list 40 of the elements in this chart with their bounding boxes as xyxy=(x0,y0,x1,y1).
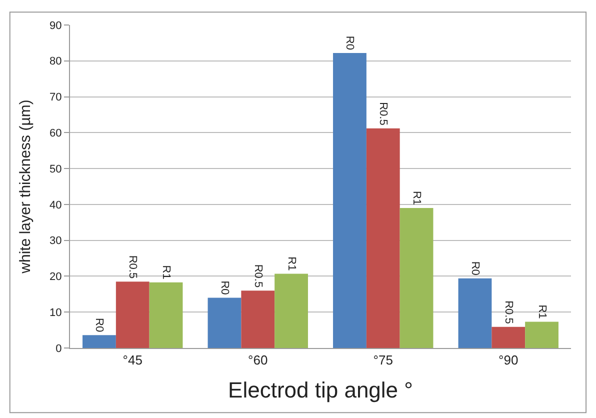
x-tick-label: °75 xyxy=(373,352,393,368)
bar xyxy=(333,52,366,348)
x-tick-label: °90 xyxy=(498,352,518,368)
x-axis-title: Electrod tip angle ° xyxy=(228,378,413,402)
bar xyxy=(458,278,492,348)
y-tick-label: 10 xyxy=(50,306,62,319)
y-tick-label: 60 xyxy=(50,128,62,140)
text: R0 xyxy=(218,280,230,295)
x-tick-label: °45 xyxy=(122,352,142,368)
text: R1 xyxy=(160,265,172,280)
y-tick-label: 30 xyxy=(50,235,62,248)
text: R0.5 xyxy=(252,264,264,288)
bar xyxy=(241,290,275,348)
text: R0.5 xyxy=(126,255,139,279)
y-tick-label: 70 xyxy=(50,92,62,104)
bar xyxy=(208,298,242,348)
bar xyxy=(492,326,526,348)
text: R1 xyxy=(285,256,298,271)
bar xyxy=(116,282,150,348)
text: R0 xyxy=(344,36,356,50)
text: R1 xyxy=(536,304,548,319)
y-tick-label: 20 xyxy=(50,271,62,284)
bar xyxy=(400,208,434,348)
text: R0 xyxy=(468,261,481,276)
text: R0 xyxy=(93,318,106,332)
bar xyxy=(274,274,308,348)
y-tick-label: 0 xyxy=(56,342,62,355)
bar xyxy=(366,128,400,348)
y-tick-label: 50 xyxy=(50,163,62,176)
y-tick-label: 90 xyxy=(50,20,62,32)
y-axis-title: white layer thickness (µm) xyxy=(16,100,34,274)
text: R1 xyxy=(410,190,423,206)
text: R0.5 xyxy=(377,102,390,126)
y-tick-label: 80 xyxy=(50,56,62,68)
bar xyxy=(525,322,558,348)
y-tick-label: 40 xyxy=(50,199,62,212)
bar xyxy=(149,282,183,348)
bar xyxy=(82,335,116,348)
x-tick-label: °60 xyxy=(248,352,268,368)
text: R0.5 xyxy=(502,300,514,324)
